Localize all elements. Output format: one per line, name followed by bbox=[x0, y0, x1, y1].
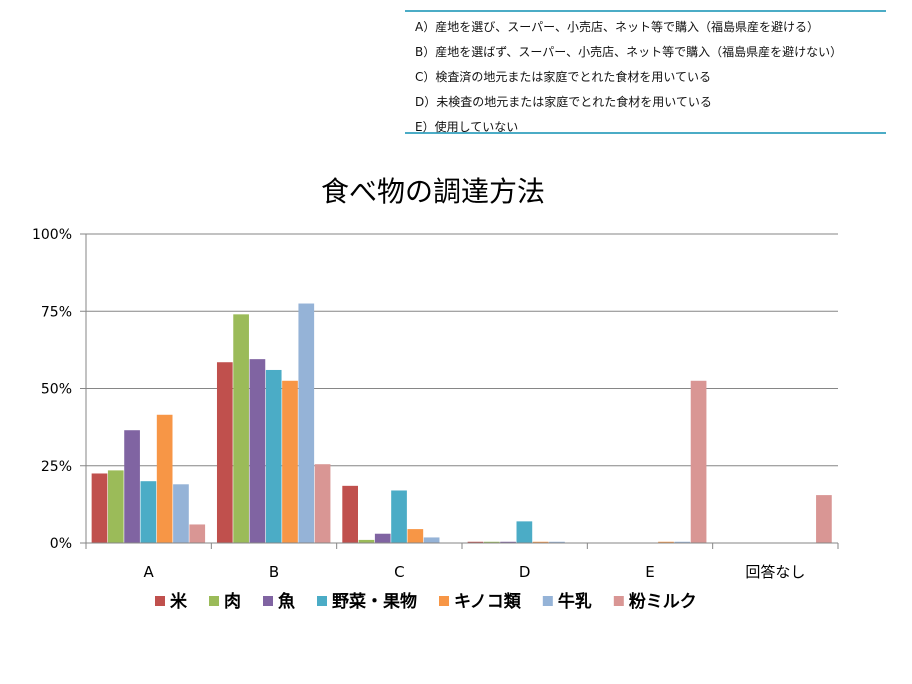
legend-swatch bbox=[155, 596, 165, 606]
bar bbox=[156, 414, 173, 543]
bar bbox=[91, 473, 108, 543]
option-d: D）未検査の地元または家庭でとれた食材を用いている bbox=[415, 95, 712, 109]
bar bbox=[282, 380, 298, 543]
bar bbox=[516, 521, 533, 543]
legend-label: 牛乳 bbox=[558, 591, 592, 612]
option-e: E）使用していない bbox=[415, 120, 519, 134]
y-tick-label: 0% bbox=[50, 536, 72, 552]
bar bbox=[249, 359, 266, 543]
x-category-label: B bbox=[269, 563, 279, 581]
bar bbox=[532, 541, 549, 543]
bar bbox=[358, 539, 375, 543]
legend-label: 米 bbox=[170, 591, 188, 612]
bar bbox=[407, 529, 424, 543]
bar bbox=[500, 541, 516, 543]
y-tick-label: 25% bbox=[41, 459, 72, 475]
bar bbox=[124, 430, 140, 543]
x-category-label: E bbox=[645, 563, 654, 581]
y-tick-label: 50% bbox=[41, 382, 72, 398]
bar bbox=[314, 464, 331, 543]
option-c: C）検査済の地元または家庭でとれた食材を用いている bbox=[415, 70, 712, 84]
legend-label: 肉 bbox=[224, 591, 241, 612]
bar bbox=[690, 380, 707, 543]
bar bbox=[216, 362, 233, 543]
bar bbox=[423, 537, 440, 543]
y-tick-label: 100% bbox=[32, 227, 72, 243]
bar bbox=[342, 485, 358, 543]
bars bbox=[91, 303, 832, 543]
legend-swatch bbox=[613, 596, 624, 606]
gridlines bbox=[86, 233, 838, 467]
bar bbox=[483, 541, 500, 543]
bar bbox=[816, 495, 832, 543]
series-legend: 米 肉 魚 野菜・果物 キノコ類 牛乳 粉ミルク bbox=[155, 591, 697, 612]
bar bbox=[107, 470, 124, 543]
legend-label: 魚 bbox=[278, 591, 295, 612]
bar bbox=[189, 524, 206, 543]
legend-swatch bbox=[209, 596, 219, 606]
axes: 0% 25% 50% 75% 100% A B C D E 回答なし bbox=[32, 227, 839, 581]
bar bbox=[140, 481, 157, 543]
bar bbox=[549, 541, 565, 543]
bar bbox=[265, 369, 282, 543]
x-category-label: C bbox=[394, 563, 404, 581]
x-category-label: A bbox=[144, 563, 155, 581]
chart-title: 食べ物の調達方法 bbox=[321, 175, 545, 208]
y-tick-label: 75% bbox=[41, 304, 72, 320]
option-b: B）産地を選ばず、スーパー、小売店、ネット等で購入（福島県産を避けない） bbox=[415, 45, 843, 59]
legend-swatch bbox=[439, 596, 449, 606]
legend-label: 野菜・果物 bbox=[332, 591, 417, 612]
bar bbox=[173, 484, 189, 543]
legend-swatch bbox=[263, 596, 273, 606]
legend-swatch bbox=[317, 596, 327, 606]
bar bbox=[233, 314, 249, 543]
legend-label: キノコ類 bbox=[454, 592, 522, 612]
legend-swatch bbox=[542, 596, 553, 606]
bar bbox=[467, 541, 484, 543]
option-a: A）産地を選び、スーパー、小売店、ネット等で購入（福島県産を避ける） bbox=[415, 20, 819, 34]
bar bbox=[298, 303, 315, 543]
bar bbox=[391, 490, 407, 543]
bar bbox=[674, 541, 691, 543]
x-category-label: D bbox=[519, 563, 531, 581]
x-category-label: 回答なし bbox=[745, 563, 805, 581]
bar bbox=[658, 541, 674, 543]
legend-label: 粉ミルク bbox=[629, 591, 697, 612]
option-legend-box: A）産地を選び、スーパー、小売店、ネット等で購入（福島県産を避ける） B）産地を… bbox=[405, 10, 886, 134]
bar bbox=[374, 533, 391, 543]
